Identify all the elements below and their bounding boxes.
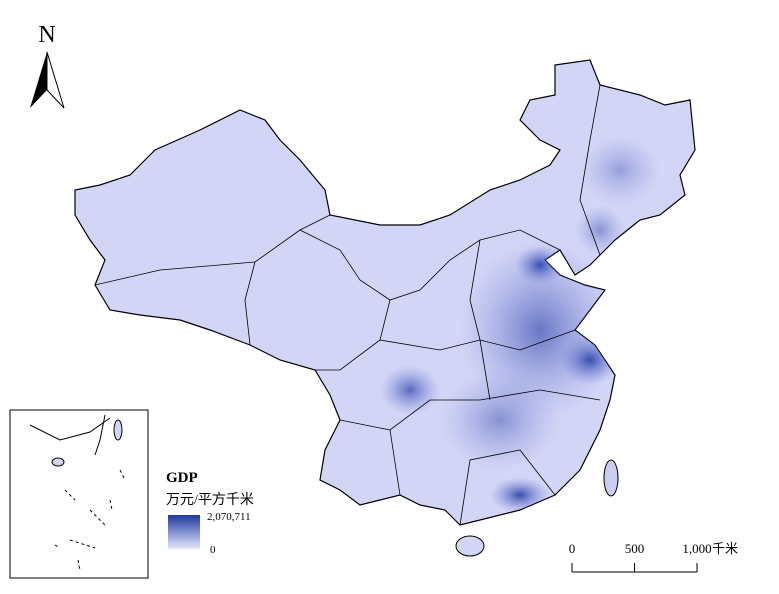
shade: [490, 477, 550, 513]
inset-island: [113, 419, 123, 441]
density-shading: [380, 135, 660, 513]
border: [579, 84, 601, 256]
inset-island: [51, 457, 65, 467]
inset-coast: [94, 414, 106, 456]
shade: [560, 335, 620, 385]
shade: [580, 135, 660, 205]
legend-ramp: [168, 515, 200, 549]
border: [339, 389, 601, 431]
scale-label: 1,000: [682, 541, 711, 556]
inset-dashes: [54, 469, 126, 571]
shade: [380, 365, 440, 415]
border: [389, 429, 401, 496]
legend-unit: 万元/平方千米: [166, 492, 254, 508]
island-hainan: [455, 535, 485, 557]
legend-max: 2,070,711: [207, 511, 251, 523]
shade: [515, 245, 565, 285]
border: [459, 449, 556, 526]
scale-label: 500: [625, 541, 645, 556]
scale-unit: 千米: [712, 541, 738, 556]
border: [244, 261, 256, 346]
legend-title: GDP: [166, 470, 198, 486]
shade: [575, 205, 625, 255]
border: [315, 299, 391, 371]
scale-bar: 千米 0 500 1,000: [569, 541, 738, 573]
inset-coast: [29, 417, 111, 441]
border: [299, 229, 561, 301]
inset-frame: [9, 409, 149, 579]
north-arrow-right: [46, 51, 65, 109]
legend-min: 0: [210, 544, 216, 556]
scale-label: 0: [569, 541, 576, 556]
border: [469, 239, 491, 401]
island-taiwan: [603, 459, 619, 497]
north-label: N: [38, 22, 55, 48]
province-borders: [94, 84, 601, 526]
north-arrow-left: [30, 52, 47, 108]
shade: [440, 370, 560, 470]
